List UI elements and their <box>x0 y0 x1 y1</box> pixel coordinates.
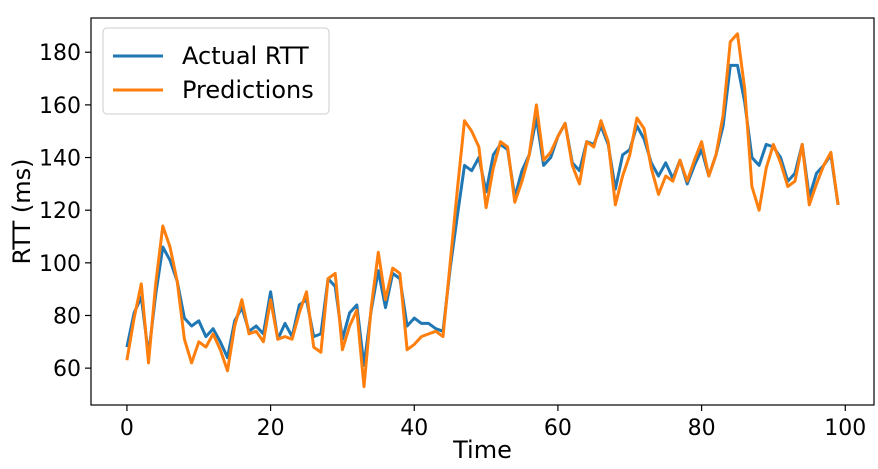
y-tick-label: 120 <box>39 199 81 224</box>
y-axis-ticks: 60 80 100 120 140 160 180 <box>39 41 91 382</box>
legend-label-actual-rtt: Actual RTT <box>182 42 309 70</box>
y-tick-label: 100 <box>39 252 81 277</box>
y-tick-label: 80 <box>53 304 81 329</box>
legend-box <box>102 27 330 115</box>
series-line-predictions <box>125 32 840 389</box>
x-tick-label: 40 <box>400 416 428 441</box>
y-axis-label: RTT (ms) <box>8 158 36 264</box>
x-tick-label: 20 <box>257 416 285 441</box>
y-tick-label: 160 <box>39 94 81 119</box>
x-axis-ticks: 0 20 40 60 80 100 <box>120 405 866 441</box>
plot-frame <box>90 17 875 406</box>
x-tick-label: 0 <box>120 416 134 441</box>
y-tick-label: 180 <box>39 41 81 66</box>
legend-label-predictions: Predictions <box>182 76 314 104</box>
y-tick-label: 60 <box>53 357 81 382</box>
x-tick-label: 100 <box>824 416 866 441</box>
x-tick-label: 80 <box>688 416 716 441</box>
y-tick-label: 140 <box>39 147 81 172</box>
legend: Actual RTT Predictions <box>102 27 330 115</box>
x-tick-label: 60 <box>544 416 572 441</box>
x-axis-label: Time <box>452 436 512 464</box>
series-layer <box>125 32 840 389</box>
